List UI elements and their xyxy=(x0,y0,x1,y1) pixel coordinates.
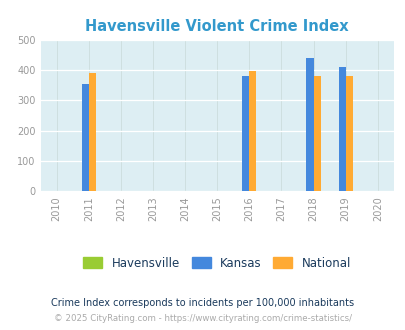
Title: Havensville Violent Crime Index: Havensville Violent Crime Index xyxy=(85,19,348,34)
Bar xyxy=(249,71,256,191)
Bar xyxy=(313,76,320,191)
Text: © 2025 CityRating.com - https://www.cityrating.com/crime-statistics/: © 2025 CityRating.com - https://www.city… xyxy=(54,314,351,323)
Bar xyxy=(345,76,352,191)
Bar xyxy=(242,76,249,191)
Bar xyxy=(89,73,96,191)
Legend: Havensville, Kansas, National: Havensville, Kansas, National xyxy=(78,252,355,275)
Bar xyxy=(81,83,89,191)
Bar xyxy=(338,67,345,191)
Text: Crime Index corresponds to incidents per 100,000 inhabitants: Crime Index corresponds to incidents per… xyxy=(51,298,354,308)
Bar xyxy=(306,58,313,191)
